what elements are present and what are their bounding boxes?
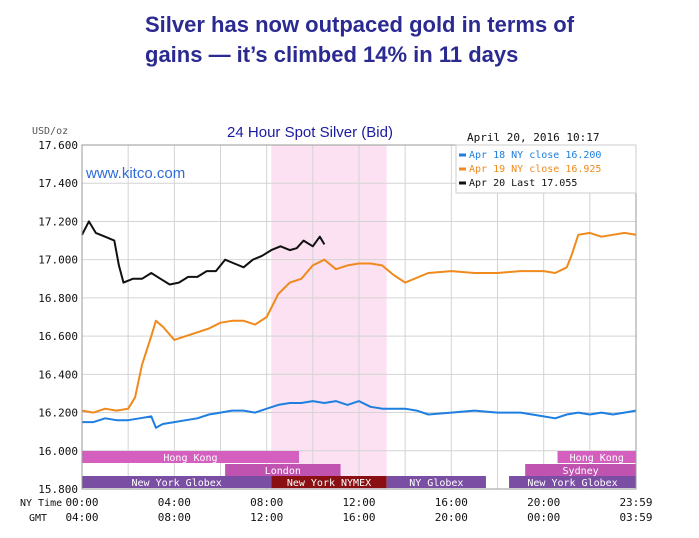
- x-tick-gmt: 16:00: [342, 511, 375, 524]
- session-label: New York Globex: [131, 478, 221, 489]
- session-label: New York NYMEX: [287, 478, 371, 489]
- y-tick-label: 17.600: [38, 139, 78, 152]
- session-label: Sydney: [563, 466, 599, 477]
- x-tick-ny: 08:00: [250, 496, 283, 509]
- x-tick-ny: 20:00: [527, 496, 560, 509]
- x-tick-gmt: 03:59: [619, 511, 652, 524]
- x-tick-ny: 04:00: [158, 496, 191, 509]
- date-label: April 20, 2016 10:17: [467, 131, 599, 144]
- y-tick-label: 17.200: [38, 215, 78, 228]
- series-line: [82, 400, 637, 429]
- series-line: [81, 231, 637, 414]
- x-tick-ny: 00:00: [65, 496, 98, 509]
- y-tick-label: 16.200: [38, 407, 78, 420]
- y-tick-labels: 17.600 17.400 17.200 17.000 16.800 16.600 16.4…: [38, 139, 78, 496]
- ny-time-label: NY Time: [20, 498, 62, 509]
- nymex-shaded-region: [271, 145, 387, 489]
- legend: Apr 18 NY close 16.200 Apr 19 NY close 16…: [455, 144, 637, 194]
- session-bar: [386, 476, 486, 488]
- session-label: NY Globex: [409, 478, 463, 489]
- x-tick-gmt: 04:00: [65, 511, 98, 524]
- legend-entry: Apr 20 Last 17.055: [469, 178, 577, 189]
- y-tick-label: 16.800: [38, 292, 78, 305]
- x-tick-gmt: 00:00: [527, 511, 560, 524]
- headline: Silver has now outpaced gold in terms of…: [145, 12, 575, 67]
- session-bar: [509, 476, 636, 488]
- chart-title: 24 Hour Spot Silver (Bid): [227, 124, 393, 141]
- session-bar: [82, 476, 272, 488]
- session-bar: [82, 451, 299, 463]
- legend-box: [455, 144, 637, 194]
- y-tick-label: 16.600: [38, 330, 78, 343]
- y-tick-label: 17.000: [38, 254, 78, 267]
- x-tick-ny: 16:00: [435, 496, 468, 509]
- series-line: [81, 220, 326, 286]
- vertical-gridlines: [127, 145, 591, 489]
- session-bar: [557, 451, 636, 463]
- session-label: Hong Kong: [570, 453, 624, 464]
- legend-entry: Apr 19 NY close 16.925: [469, 164, 601, 175]
- x-tick-gmt: 12:00: [250, 511, 283, 524]
- session-bar: [525, 464, 636, 476]
- plot-border: [81, 144, 637, 490]
- session-bar: [225, 464, 341, 476]
- unit-label: USD/oz: [32, 126, 68, 137]
- legend-entry: Apr 18 NY close 16.200: [469, 150, 601, 161]
- y-tick-label: 17.400: [38, 177, 78, 190]
- session-bar: [271, 476, 387, 488]
- series-lines: [81, 220, 637, 429]
- x-tick-ny: 23:59: [619, 496, 652, 509]
- y-tick-label: 16.000: [38, 445, 78, 458]
- x-tick-gmt: 20:00: [435, 511, 468, 524]
- gmt-label: GMT: [29, 513, 47, 524]
- session-label: New York Globex: [527, 478, 617, 489]
- y-tick-label: 15.800: [38, 483, 78, 496]
- x-tick-ny: 12:00: [342, 496, 375, 509]
- watermark: www.kitco.com: [85, 165, 185, 182]
- session-label: London: [265, 466, 301, 477]
- session-label: Hong Kong: [163, 453, 217, 464]
- y-tick-label: 16.400: [38, 368, 78, 381]
- x-tick-labels: 00:00 04:00 04:00 08:00 08:00 12:00 12:00 16:00…: [65, 496, 652, 524]
- x-tick-gmt: 08:00: [158, 511, 191, 524]
